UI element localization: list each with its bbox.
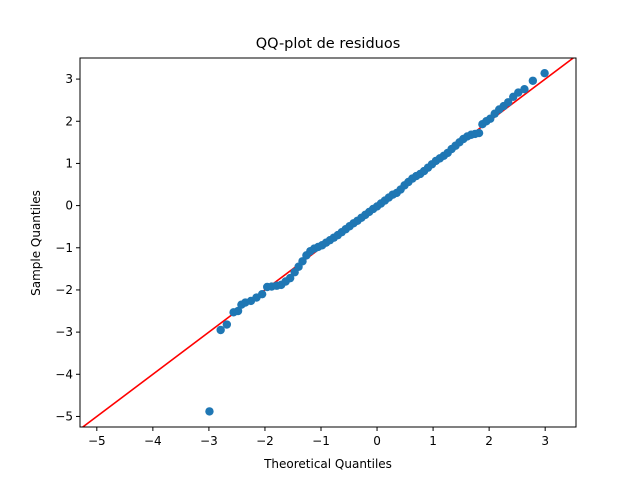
- data-point: [257, 289, 267, 299]
- y-axis-label: Sample Quantiles: [29, 190, 43, 296]
- data-point: [216, 325, 225, 335]
- y-tick-label: 1: [65, 156, 73, 170]
- x-tick-label: 3: [541, 434, 549, 448]
- x-tick-label: 0: [373, 434, 381, 448]
- data-point: [528, 76, 538, 85]
- x-tick-label: −3: [200, 434, 218, 448]
- y-axis-ticks: −5 −4 −3 −2 −1 0 1 2 3: [55, 72, 80, 423]
- y-tick-label: −5: [55, 409, 73, 423]
- data-point: [285, 273, 295, 283]
- y-tick-label: 3: [65, 72, 73, 86]
- y-tick-label: 0: [65, 199, 73, 213]
- data-point: [298, 257, 307, 266]
- data-point: [503, 98, 513, 107]
- y-tick-label: −2: [55, 283, 73, 297]
- data-point: [514, 88, 523, 97]
- x-axis-label: Theoretical Quantiles: [263, 457, 392, 471]
- data-point: [474, 128, 484, 138]
- x-tick-label: 2: [485, 434, 493, 448]
- x-tick-label: −1: [312, 434, 330, 448]
- data-point: [222, 320, 232, 329]
- x-tick-label: −5: [88, 434, 106, 448]
- plot-frame: [79, 57, 577, 428]
- x-axis-ticks: −5 −4 −3 −2 −1 0 1 2 3: [88, 427, 549, 448]
- data-point: [205, 407, 214, 416]
- data-point: [540, 68, 549, 78]
- y-tick-label: 2: [65, 114, 73, 128]
- x-tick-label: −2: [256, 434, 274, 448]
- x-tick-label: 1: [429, 434, 437, 448]
- x-tick-label: −4: [144, 434, 162, 448]
- y-tick-label: −1: [55, 241, 73, 255]
- data-point: [233, 306, 243, 316]
- data-point: [520, 85, 529, 94]
- y-tick-label: −4: [55, 367, 73, 381]
- data-points: [205, 68, 549, 416]
- y-tick-label: −3: [55, 325, 73, 339]
- chart-title: QQ-plot de residuos: [256, 36, 401, 52]
